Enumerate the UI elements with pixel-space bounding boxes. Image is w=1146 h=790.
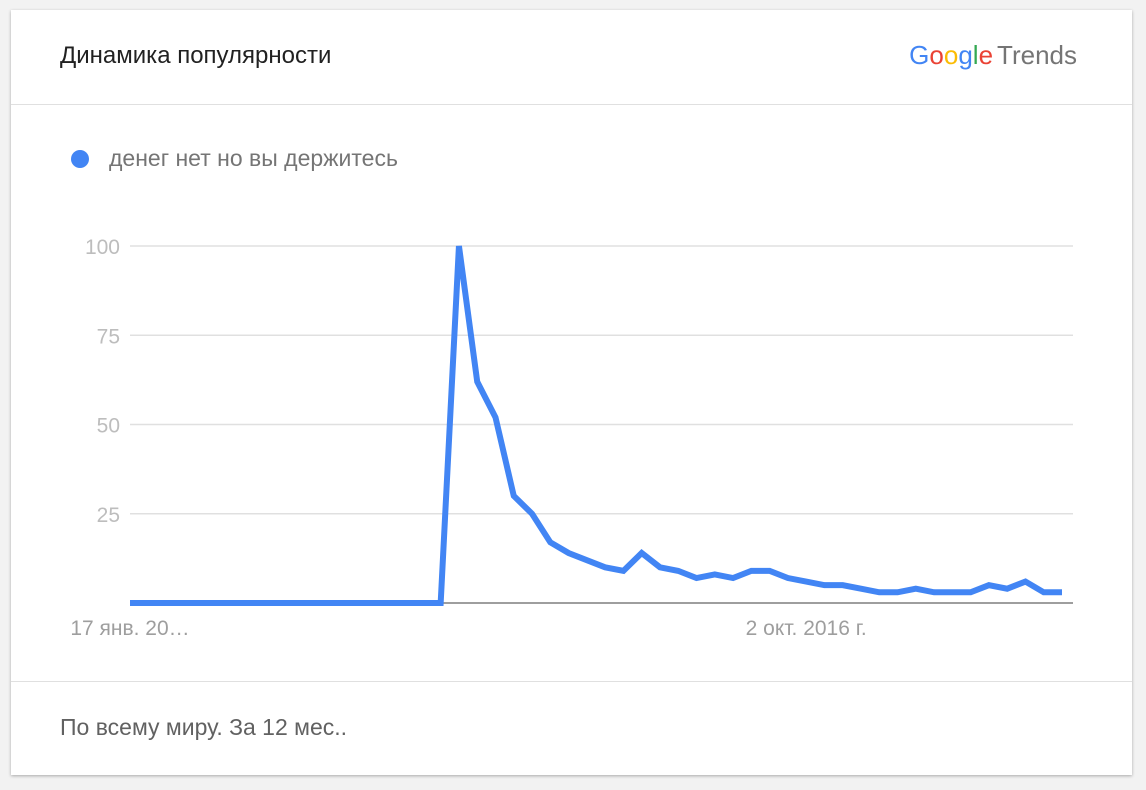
data-point [566, 550, 572, 556]
data-point [291, 600, 297, 606]
google-trends-logo: Google Trends [909, 40, 1077, 71]
data-point [639, 550, 645, 556]
data-point [821, 582, 827, 588]
series-line [130, 245, 1062, 606]
data-point [730, 575, 736, 581]
data-point [511, 493, 517, 499]
y-tick-label: 25 [97, 504, 120, 527]
data-point [584, 557, 590, 563]
data-point [438, 600, 444, 606]
data-point [785, 575, 791, 581]
data-point [547, 539, 553, 545]
legend[interactable]: денег нет но вы держитесь [71, 145, 398, 172]
data-point [383, 600, 389, 606]
data-point [931, 589, 937, 595]
data-point [1004, 586, 1010, 592]
data-point [529, 511, 535, 517]
data-point [968, 589, 974, 595]
data-point [1059, 589, 1065, 595]
data-point [895, 589, 901, 595]
data-point [657, 564, 663, 570]
legend-label: денег нет но вы держитесь [109, 145, 398, 171]
data-point [255, 600, 261, 606]
data-point [346, 600, 352, 606]
legend-dot [71, 149, 89, 168]
card-title: Динамика популярности [60, 42, 332, 69]
data-point [419, 600, 425, 606]
data-point [675, 568, 681, 574]
x-tick-label: 2 окт. 2016 г. [746, 617, 867, 640]
trends-card: Динамика популярности Google Trends денег… [11, 10, 1132, 775]
data-point [200, 600, 206, 606]
data-point [803, 579, 809, 585]
data-point [127, 600, 133, 606]
data-point [365, 600, 371, 606]
data-point [492, 414, 498, 420]
footer-text: По всему миру. За 12 мес.. [60, 714, 348, 740]
y-tick-label: 75 [97, 325, 120, 348]
data-point [1022, 579, 1028, 585]
logo-trends: Trends [997, 40, 1077, 70]
data-point [840, 582, 846, 588]
data-point [876, 589, 882, 595]
data-point [273, 600, 279, 606]
data-point [1041, 589, 1047, 595]
data-point [310, 600, 316, 606]
data-point [164, 600, 170, 606]
data-point [712, 571, 718, 577]
data-point [474, 379, 480, 385]
logo-google: Google [909, 40, 994, 70]
data-point [145, 600, 151, 606]
data-point [182, 600, 188, 606]
data-point [328, 600, 334, 606]
data-point [748, 568, 754, 574]
data-point [694, 575, 700, 581]
data-point [602, 564, 608, 570]
line-chart[interactable]: 25 50 75 100 17 янв. 20… 2 окт. 2016 г. [11, 10, 1132, 690]
data-point [949, 589, 955, 595]
data-point [858, 586, 864, 592]
card-header: Динамика популярности Google Trends [11, 10, 1132, 105]
y-tick-label: 50 [97, 415, 120, 438]
data-point [767, 568, 773, 574]
data-point [218, 600, 224, 606]
data-point [620, 568, 626, 574]
data-point [986, 582, 992, 588]
y-tick-label: 100 [85, 236, 120, 259]
data-point [237, 600, 243, 606]
data-point [456, 243, 462, 249]
x-tick-label: 17 янв. 20… [70, 617, 189, 640]
data-point [913, 586, 919, 592]
data-point [401, 600, 407, 606]
card-footer: По всему миру. За 12 мес.. [11, 681, 1132, 775]
